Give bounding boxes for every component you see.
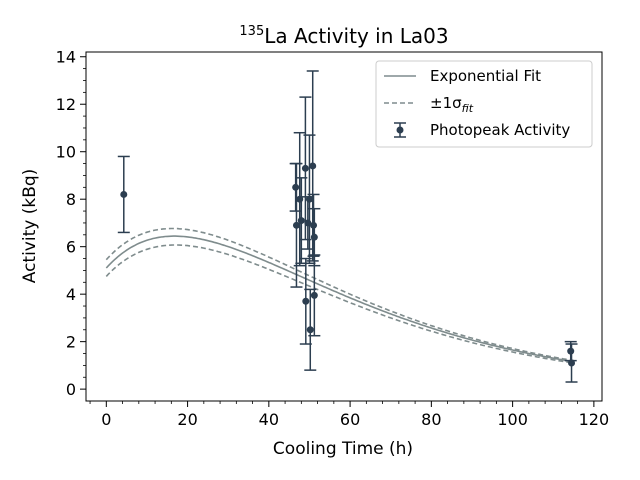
data-point bbox=[117, 155, 130, 234]
data-marker bbox=[310, 221, 318, 229]
legend-label-main: ±1σ bbox=[430, 94, 462, 112]
chart-title: 135La Activity in La03 bbox=[239, 24, 448, 48]
title-text: La Activity in La03 bbox=[264, 24, 448, 48]
x-tick-label: 20 bbox=[177, 410, 197, 429]
data-point bbox=[565, 343, 578, 383]
legend-box bbox=[375, 60, 593, 148]
data-marker bbox=[309, 162, 317, 170]
data-marker bbox=[302, 297, 310, 305]
y-tick-label: 12 bbox=[56, 95, 76, 114]
axes-frame bbox=[85, 51, 603, 402]
plot-area bbox=[105, 70, 578, 383]
data-marker bbox=[568, 359, 576, 367]
y-tick-label: 6 bbox=[66, 238, 76, 257]
y-tick-label: 0 bbox=[66, 380, 76, 399]
data-point bbox=[307, 193, 320, 257]
data-marker bbox=[120, 190, 128, 198]
data-point bbox=[306, 70, 319, 262]
x-tick-label: 80 bbox=[421, 410, 441, 429]
x-tick-label: 120 bbox=[579, 410, 610, 429]
data-marker bbox=[310, 233, 318, 241]
legend-entry: Photopeak Activity bbox=[394, 121, 570, 139]
exponential-fit-line bbox=[105, 235, 574, 363]
data-marker bbox=[310, 291, 318, 299]
y-tick-label: 10 bbox=[56, 143, 76, 162]
x-tick-label: 100 bbox=[497, 410, 528, 429]
fit-upper-bound-line bbox=[105, 227, 574, 362]
legend-label-main: Exponential Fit bbox=[430, 67, 541, 85]
legend-label-main: Photopeak Activity bbox=[430, 121, 570, 139]
data-marker bbox=[292, 183, 300, 191]
legend-label: Exponential Fit bbox=[430, 67, 541, 85]
y-axis-label: Activity (kBq) bbox=[20, 169, 40, 284]
data-point bbox=[295, 177, 308, 265]
legend-entry: ±1σfit bbox=[384, 94, 474, 115]
data-marker bbox=[567, 347, 575, 355]
y-tick-label: 4 bbox=[66, 285, 76, 304]
y-tick-label: 2 bbox=[66, 333, 76, 352]
title-superscript: 135 bbox=[239, 24, 264, 39]
legend-entry: Exponential Fit bbox=[384, 67, 541, 85]
x-tick-label: 60 bbox=[340, 410, 360, 429]
data-point bbox=[308, 254, 321, 337]
legend-label: ±1σfit bbox=[430, 94, 474, 115]
legend: Exponential Fit ±1σfit Photopeak Activity bbox=[375, 60, 593, 148]
data-marker bbox=[297, 217, 305, 225]
data-marker bbox=[301, 164, 309, 172]
axes: 0 20 40 60 80 100 120 0 2 4 6 8 10 12 14 bbox=[56, 48, 610, 429]
data-marker bbox=[305, 195, 313, 203]
data-point bbox=[299, 96, 312, 241]
y-tick-label: 8 bbox=[66, 190, 76, 209]
legend-label: Photopeak Activity bbox=[430, 121, 570, 139]
x-tick-label: 40 bbox=[259, 410, 279, 429]
legend-label-subscript: fit bbox=[462, 102, 474, 115]
legend-marker-icon bbox=[396, 126, 404, 134]
x-tick-label: 0 bbox=[101, 410, 111, 429]
data-marker bbox=[292, 221, 300, 229]
fit-lower-bound-line bbox=[105, 244, 574, 364]
y-tick-label: 14 bbox=[56, 48, 76, 67]
data-marker bbox=[306, 326, 314, 334]
x-axis-label: Cooling Time (h) bbox=[273, 439, 413, 459]
